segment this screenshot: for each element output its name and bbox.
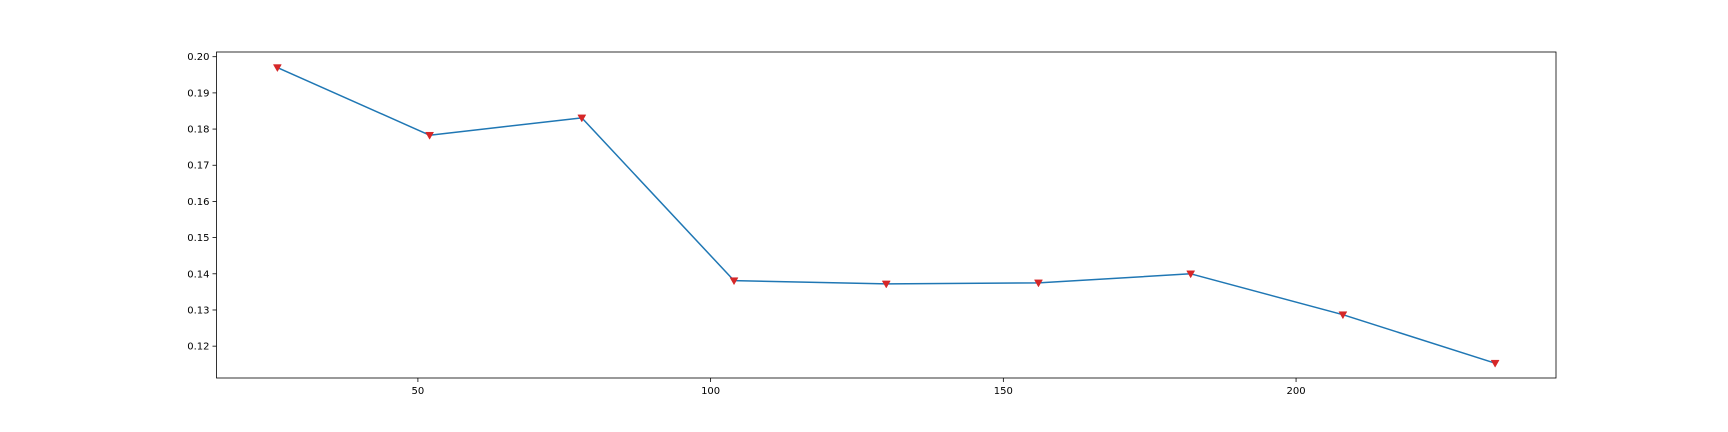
x-tick-label: 100	[701, 386, 720, 397]
x-tick-label: 200	[1287, 386, 1306, 397]
data-point-marker	[425, 131, 435, 140]
data-point-marker	[1034, 279, 1043, 288]
y-tick-label: 0.17	[187, 161, 209, 172]
y-axis: 0.12 0.13 0.14 0.15 0.16 0.17 0.18 0.19 0.20	[187, 52, 217, 353]
y-tick-label: 0.20	[187, 52, 209, 63]
data-point-marker	[1186, 270, 1196, 279]
axes-frame	[216, 51, 1557, 379]
plot-area	[216, 52, 1556, 378]
data-point-marker	[1490, 359, 1500, 368]
y-tick-label: 0.14	[187, 269, 209, 280]
data-point-marker	[577, 114, 587, 123]
y-tick-label: 0.13	[187, 305, 209, 316]
data-point-marker	[272, 64, 282, 73]
y-tick-label: 0.16	[187, 197, 209, 208]
data-point-marker	[1338, 311, 1348, 320]
y-tick-label: 0.18	[187, 125, 209, 136]
y-tick-label: 0.15	[187, 233, 209, 244]
y-tick-label: 0.19	[187, 88, 209, 99]
data-point-marker	[881, 280, 891, 289]
data-point-marker	[729, 277, 739, 286]
x-tick-label: 50	[412, 386, 425, 397]
x-tick-label: 150	[994, 386, 1013, 397]
x-axis: 50 100 150 200	[412, 378, 1306, 397]
y-tick-label: 0.12	[187, 342, 209, 353]
plot-content	[272, 64, 1500, 368]
